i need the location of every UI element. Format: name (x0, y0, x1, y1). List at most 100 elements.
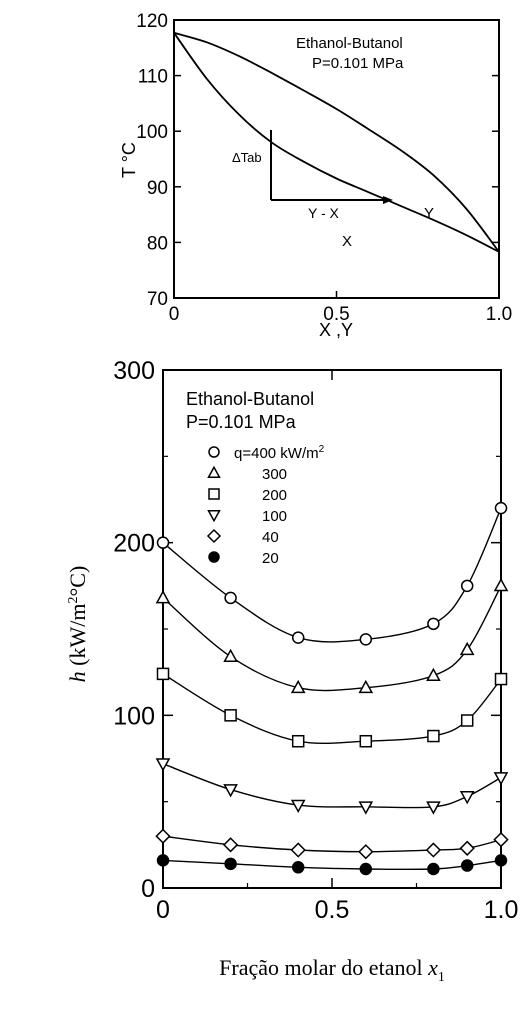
htc-data-point (155, 590, 171, 604)
htc-series-line (162, 673, 502, 745)
htc-data-point (223, 648, 238, 663)
htc-legend-label: q=400 kW/m2 (234, 444, 325, 462)
htc-data-point (359, 633, 373, 646)
htc-series-5 (156, 854, 508, 876)
htc-y-tick-label: 100 (113, 702, 155, 730)
htc-data-point (291, 631, 305, 644)
htc-legend-label: 300 (262, 466, 287, 483)
htc-y-axis-label: h (kW/m2°C) (65, 566, 90, 683)
htc-data-point (494, 672, 508, 686)
htc-data-point (359, 862, 373, 876)
htc-data-point (494, 854, 508, 867)
vle-curves (173, 31, 500, 253)
htc-y-tick-label: 200 (113, 530, 155, 558)
vle-curve-x (173, 32, 500, 253)
htc-legend-label: 200 (262, 487, 287, 504)
htc-series-line (162, 859, 502, 871)
vle-y-tick-label: 110 (138, 67, 168, 88)
htc-data-point (224, 709, 237, 722)
htc-data-point (156, 536, 170, 549)
htc-data-point (155, 758, 171, 772)
vle-y-tick-label: 120 (136, 11, 168, 32)
htc-x-tick-label: 0 (156, 896, 170, 924)
htc-legend-label: 40 (262, 529, 279, 546)
vle-x-ticks: 0 0.5 1.0 (169, 291, 512, 325)
vle-annotation-y-minus-x: Y - X (308, 205, 340, 221)
htc-legend-label: 20 (262, 550, 279, 567)
htc-data-point (427, 729, 440, 743)
htc-data-point (427, 617, 440, 631)
vle-y-tick-label: 80 (147, 233, 168, 254)
htc-series-line (162, 507, 502, 643)
htc-legend-marker (208, 446, 220, 458)
htc-data-point (224, 591, 237, 605)
vle-curve-y (173, 31, 500, 253)
htc-x-ticks: 0 0.5 1.0 (156, 370, 518, 924)
htc-data-point (156, 667, 170, 681)
vle-y-tick-label: 100 (136, 122, 168, 143)
htc-data-point (155, 828, 171, 844)
htc-data-point (156, 854, 170, 867)
vle-y-axis-label: T °C (119, 142, 139, 178)
htc-legend: q=400 kW/m2 300 200 100 40 20 (206, 444, 325, 567)
vle-y-tick-label: 90 (147, 178, 168, 199)
htc-data-point (426, 801, 441, 815)
htc-data-point (358, 844, 374, 860)
htc-x-tick-label: 1.0 (484, 896, 519, 924)
vle-x-tick-label: 1.0 (486, 304, 512, 325)
htc-data-point (223, 784, 238, 798)
htc-data-point (358, 801, 374, 815)
htc-series-4 (155, 828, 509, 860)
htc-data-point (459, 791, 475, 805)
htc-annotation-pressure: P=0.101 MPa (186, 412, 297, 432)
htc-y-tick-label: 300 (113, 357, 155, 385)
htc-data-point (460, 714, 474, 727)
vle-annotation-system: Ethanol-Butanol (296, 35, 403, 52)
htc-y-tick-label: 0 (141, 875, 155, 903)
htc-data-point (427, 862, 440, 876)
htc-data-point (460, 579, 474, 593)
htc-data-point (459, 840, 475, 856)
vle-annotation-y-curve: Y (424, 205, 434, 222)
htc-legend-marker (208, 551, 220, 563)
htc-series-line (162, 835, 502, 853)
htc-x-tick-label: 0.5 (315, 896, 350, 924)
htc-data-point (493, 772, 509, 786)
htc-series-line (162, 763, 502, 809)
htc-chart: 0 100 200 300 0 0.5 1.0 q=400 kW/m2 300 200 100 4… (65, 357, 518, 985)
htc-data-point (426, 667, 441, 682)
htc-data-point (290, 799, 306, 814)
htc-data-point (224, 857, 237, 871)
htc-data-point (291, 734, 305, 748)
htc-series-0 (156, 501, 508, 646)
htc-series-2 (156, 667, 508, 748)
vle-y-ticks: 70 80 90 100 110 120 (136, 11, 499, 310)
htc-legend-marker (206, 528, 222, 544)
htc-data-point (222, 837, 239, 853)
htc-series-1 (155, 577, 509, 694)
htc-curves (155, 501, 509, 876)
vle-x-axis-label: X ,Y (319, 320, 353, 340)
htc-x-axis-label: Fração molar do etanol x1 (219, 955, 445, 985)
htc-data-point (359, 734, 373, 748)
htc-data-point (493, 577, 509, 592)
vle-annotation-delta-t: ΔTab (232, 150, 262, 165)
htc-data-point (291, 861, 305, 874)
y-minus-x-arrowhead (383, 196, 393, 204)
vle-x-tick-label: 0 (169, 304, 180, 325)
htc-data-point (493, 831, 509, 848)
htc-series-3 (155, 758, 509, 815)
htc-annotation-system: Ethanol-Butanol (186, 389, 314, 409)
htc-data-point (460, 859, 474, 872)
vle-y-tick-label: 70 (147, 289, 168, 310)
htc-legend-marker (207, 465, 221, 478)
vle-annotation-pressure: P=0.101 MPa (312, 55, 404, 72)
htc-data-point (494, 501, 508, 515)
htc-data-point (358, 679, 374, 694)
htc-data-point (290, 842, 306, 858)
htc-legend-marker (207, 510, 221, 523)
htc-data-point (290, 679, 306, 694)
htc-data-point (425, 842, 442, 858)
